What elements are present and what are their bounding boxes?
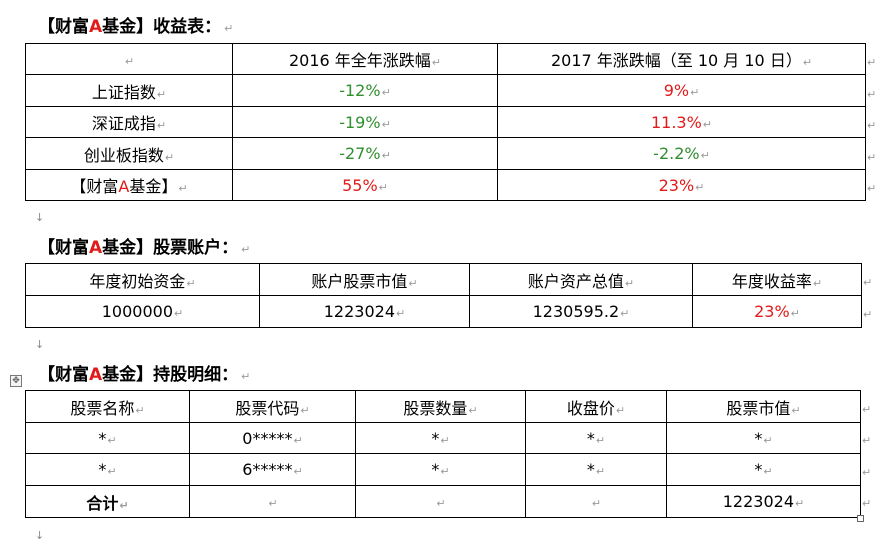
- header-stock-name: 股票名称↵: [25, 390, 190, 423]
- return-2017-cell: 9%↵: [497, 74, 866, 107]
- table-row: 深证成指↵ -19%↵ 11.3%↵: [25, 106, 866, 138]
- table-header-row: 年度初始资金↵ 账户股票市值↵ 账户资产总值↵ 年度收益率↵: [25, 263, 862, 296]
- section2-heading-suffix: 基金】股票账户：: [102, 238, 239, 258]
- header-cell-2016: 2016 年全年涨跌幅↵: [232, 43, 498, 75]
- section3-heading-suffix: 基金】持股明细：: [102, 365, 239, 385]
- row-end-mark: ↵: [862, 497, 872, 510]
- section1-heading-suffix: 基金】收益表：: [102, 17, 222, 37]
- row-end-mark: ↵: [867, 151, 877, 164]
- section3-heading-prefix: 【财富: [38, 365, 89, 385]
- header-cell-2017: 2017 年涨跌幅（至 10 月 10 日）↵: [497, 43, 866, 75]
- section3-heading: 【财富A基金】持股明细： ↵: [38, 365, 250, 387]
- header-stock-code: 股票代码↵: [189, 390, 356, 423]
- returns-table: ↵ 2016 年全年涨跌幅↵ 2017 年涨跌幅（至 10 月 10 日）↵ 上…: [25, 43, 866, 201]
- return-2016-cell: -19%↵: [232, 106, 498, 138]
- table-row: *↵ 0*****↵ *↵ *↵ *↵: [25, 422, 861, 454]
- account-table: 年度初始资金↵ 账户股票市值↵ 账户资产总值↵ 年度收益率↵ 1000000↵ …: [25, 263, 862, 328]
- header-initial-capital: 年度初始资金↵: [25, 263, 260, 296]
- row-end-mark: ↵: [867, 56, 877, 69]
- row-end-mark: ↵: [863, 276, 873, 289]
- section2-heading-highlight: A: [89, 238, 103, 258]
- header-cell-empty: ↵: [25, 43, 233, 75]
- return-2016-cell: 55%↵: [232, 169, 498, 201]
- row-end-mark: ↵: [862, 403, 872, 416]
- paragraph-mark: ↓: [35, 529, 45, 542]
- table-header-row: ↵ 2016 年全年涨跌幅↵ 2017 年涨跌幅（至 10 月 10 日）↵: [25, 43, 866, 75]
- stock-name-cell: *↵: [25, 422, 190, 454]
- return-2017-cell: 23%↵: [497, 169, 866, 201]
- section1-heading: 【财富A基金】收益表： ↵: [38, 17, 233, 39]
- header-stock-market-value: 账户股票市值↵: [259, 263, 470, 296]
- empty-cell: ↵: [355, 485, 526, 518]
- market-value-cell: *↵: [666, 453, 861, 486]
- section2-heading-prefix: 【财富: [38, 238, 89, 258]
- row-end-mark: ↵: [867, 182, 877, 195]
- holdings-table: 股票名称↵ 股票代码↵ 股票数量↵ 收盘价↵ 股票市值↵ *↵ 0*****↵ …: [25, 390, 861, 518]
- row-end-mark: ↵: [863, 308, 873, 321]
- return-2016-cell: -12%↵: [232, 74, 498, 107]
- stock-quantity-cell: *↵: [355, 453, 526, 486]
- table-resize-handle[interactable]: [857, 515, 864, 522]
- table-row: *↵ 6*****↵ *↵ *↵ *↵: [25, 453, 861, 486]
- header-stock-quantity: 股票数量↵: [355, 390, 526, 423]
- enter-mark: ↵: [224, 22, 234, 35]
- row-end-mark: ↵: [862, 466, 872, 479]
- fund-name-cell: 【财富A基金】↵: [25, 169, 233, 201]
- section3-heading-highlight: A: [89, 365, 103, 385]
- return-2017-cell: -2.2%↵: [497, 137, 866, 170]
- return-2017-cell: 11.3%↵: [497, 106, 866, 138]
- row-end-mark: ↵: [867, 119, 877, 132]
- stock-market-value: 1223024↵: [259, 295, 470, 328]
- index-name-cell: 深证成指↵: [25, 106, 233, 138]
- empty-cell: ↵: [189, 485, 356, 518]
- row-end-mark: ↵: [862, 434, 872, 447]
- empty-cell: ↵: [525, 485, 667, 518]
- total-label-cell: 合计↵: [25, 485, 190, 518]
- total-assets-value: 1230595.2↵: [469, 295, 693, 328]
- header-market-value: 股票市值↵: [666, 390, 861, 423]
- table-row: 创业板指数↵ -27%↵ -2.2%↵: [25, 137, 866, 170]
- stock-code-cell: 0*****↵: [189, 422, 356, 454]
- enter-mark: ↵: [241, 243, 251, 256]
- section1-heading-highlight: A: [89, 17, 103, 37]
- initial-capital-value: 1000000↵: [25, 295, 260, 328]
- table-row: 上证指数↵ -12%↵ 9%↵: [25, 74, 866, 107]
- close-price-cell: *↵: [525, 422, 667, 454]
- section1-heading-prefix: 【财富: [38, 17, 89, 37]
- section2-heading: 【财富A基金】股票账户： ↵: [38, 238, 250, 260]
- market-value-cell: *↵: [666, 422, 861, 454]
- stock-code-cell: 6*****↵: [189, 453, 356, 486]
- stock-quantity-cell: *↵: [355, 422, 526, 454]
- table-header-row: 股票名称↵ 股票代码↵ 股票数量↵ 收盘价↵ 股票市值↵: [25, 390, 861, 423]
- table-row: 【财富A基金】↵ 55%↵ 23%↵: [25, 169, 866, 201]
- header-total-assets: 账户资产总值↵: [469, 263, 693, 296]
- row-end-mark: ↵: [867, 88, 877, 101]
- index-name-cell: 上证指数↵: [25, 74, 233, 107]
- paragraph-mark: ↓: [35, 211, 45, 224]
- paragraph-mark: ↓: [35, 338, 45, 351]
- total-row: 合计↵ ↵ ↵ ↵ 1223024↵: [25, 485, 861, 518]
- index-name-cell: 创业板指数↵: [25, 137, 233, 170]
- total-market-value-cell: 1223024↵: [666, 485, 861, 518]
- table-move-handle-icon[interactable]: ✥: [10, 375, 22, 387]
- table-row: 1000000↵ 1223024↵ 1230595.2↵ 23%↵: [25, 295, 862, 328]
- stock-name-cell: *↵: [25, 453, 190, 486]
- return-2016-cell: -27%↵: [232, 137, 498, 170]
- annual-return-value: 23%↵: [692, 295, 862, 328]
- header-annual-return: 年度收益率↵: [692, 263, 862, 296]
- header-close-price: 收盘价↵: [525, 390, 667, 423]
- close-price-cell: *↵: [525, 453, 667, 486]
- enter-mark: ↵: [241, 370, 251, 383]
